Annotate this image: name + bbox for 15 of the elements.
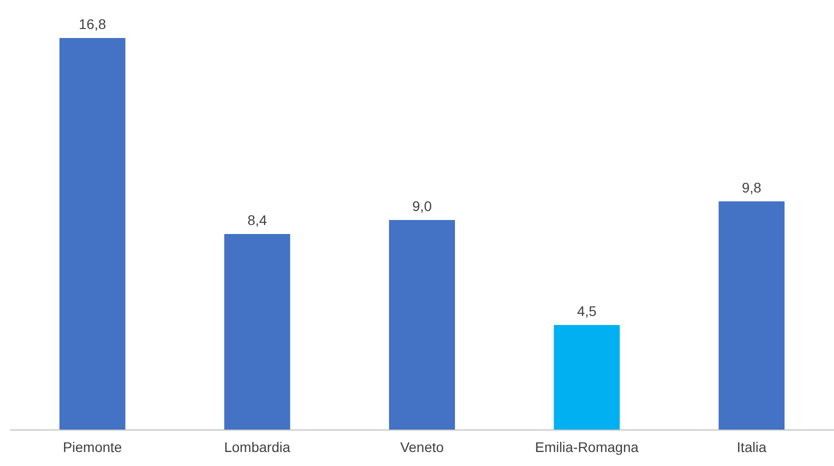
- data-label: 9,0: [412, 198, 432, 214]
- x-tick-label: Lombardia: [224, 439, 290, 455]
- x-tick-label: Emilia-Romagna: [535, 439, 639, 455]
- x-tick-label: Piemonte: [62, 439, 122, 455]
- bar: [59, 38, 126, 430]
- data-label: 4,5: [577, 303, 597, 319]
- data-label: 16,8: [78, 16, 106, 32]
- bar: [554, 325, 620, 430]
- data-label: 9,8: [742, 179, 762, 196]
- bar: [389, 220, 455, 430]
- bar: [718, 201, 785, 430]
- data-label: 8,4: [247, 212, 268, 228]
- x-tick-label: Veneto: [400, 439, 444, 455]
- x-tick-label: Italia: [736, 439, 767, 455]
- bar: [224, 234, 290, 430]
